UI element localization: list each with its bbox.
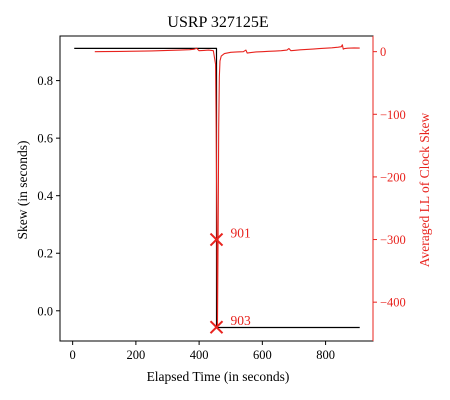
- series-line-1: [94, 44, 360, 328]
- y-tick-label-3: 0.6: [37, 132, 53, 146]
- y2-tick-label-1: −100: [380, 108, 406, 122]
- x-tick-label-2: 400: [190, 348, 209, 362]
- x-tick-label-3: 600: [253, 348, 272, 362]
- y-tick-label-4: 0.8: [37, 74, 53, 88]
- axes: 0 200 400 600 800 0.0 0.2 0.4 0.6 0.8 0 −100 −200 −30…: [37, 35, 406, 362]
- y-axis-label: Skew (in seconds): [15, 141, 30, 240]
- y-tick-label-2: 0.4: [37, 189, 53, 203]
- annotation-label-1: 903: [231, 313, 252, 328]
- y2-tick-label-3: −300: [380, 233, 406, 247]
- annotation-marker-1-b: [209, 320, 224, 334]
- y-tick-label-1: 0.2: [37, 247, 53, 261]
- annotation-marker-0-b: [209, 232, 224, 247]
- chart-title: USRP 327125E: [167, 14, 268, 31]
- y2-tick-label-0: 0: [380, 45, 386, 59]
- y2-tick-label-2: −200: [380, 170, 406, 184]
- x-tick-label-1: 200: [127, 348, 146, 362]
- x-tick-label-4: 800: [316, 348, 335, 362]
- y2-axis-label: Averaged LL of Clock Skew: [417, 113, 432, 268]
- x-tick-label-0: 0: [70, 348, 76, 362]
- y2-tick-label-4: −400: [380, 296, 406, 310]
- plot-marks: 901 903: [74, 44, 360, 334]
- y-tick-label-0: 0.0: [37, 304, 53, 318]
- x-axis-label: Elapsed Time (in seconds): [147, 369, 290, 384]
- annotation-label-0: 901: [231, 226, 251, 241]
